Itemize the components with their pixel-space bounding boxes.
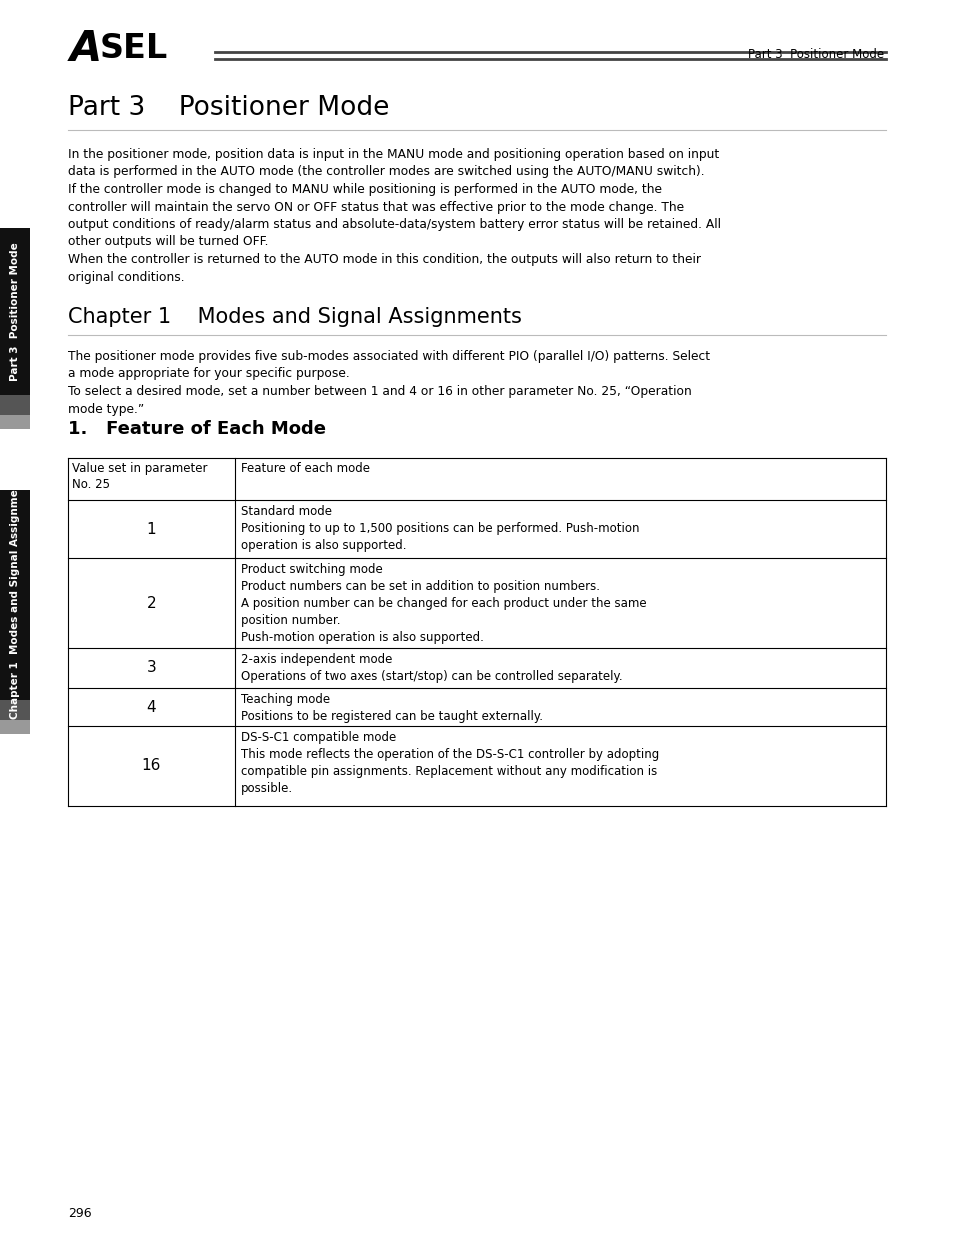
- Text: 2: 2: [147, 595, 156, 610]
- Text: The positioner mode provides five sub-modes associated with different PIO (paral: The positioner mode provides five sub-mo…: [68, 350, 709, 380]
- Text: 4: 4: [147, 699, 156, 715]
- Bar: [0, 395, 30, 415]
- Text: DS-S-C1 compatible mode
This mode reflects the operation of the DS-S-C1 controll: DS-S-C1 compatible mode This mode reflec…: [241, 731, 659, 795]
- Text: 3: 3: [147, 661, 156, 676]
- Text: 16: 16: [142, 758, 161, 773]
- Text: 1.   Feature of Each Mode: 1. Feature of Each Mode: [68, 420, 326, 438]
- Bar: [0, 415, 30, 429]
- Text: 1: 1: [147, 521, 156, 536]
- Text: In the positioner mode, position data is input in the MANU mode and positioning : In the positioner mode, position data is…: [68, 148, 720, 284]
- Text: Part 3  Positioner Mode: Part 3 Positioner Mode: [747, 48, 883, 62]
- Text: Standard mode
Positioning to up to 1,500 positions can be performed. Push-motion: Standard mode Positioning to up to 1,500…: [241, 505, 639, 552]
- Bar: [0, 720, 30, 734]
- Text: SEL: SEL: [100, 32, 168, 65]
- Text: Chapter 1  Modes and Signal Assignments: Chapter 1 Modes and Signal Assignments: [10, 471, 20, 719]
- Text: Part 3  Positioner Mode: Part 3 Positioner Mode: [10, 242, 20, 380]
- Bar: [0, 490, 30, 700]
- Text: 296: 296: [68, 1207, 91, 1220]
- Text: Chapter 1    Modes and Signal Assignments: Chapter 1 Modes and Signal Assignments: [68, 308, 521, 327]
- Text: To select a desired mode, set a number between 1 and 4 or 16 in other parameter : To select a desired mode, set a number b…: [68, 385, 691, 415]
- Bar: [0, 700, 30, 720]
- Text: Value set in parameter
No. 25: Value set in parameter No. 25: [71, 462, 208, 492]
- Text: A: A: [70, 28, 102, 70]
- Text: Part 3    Positioner Mode: Part 3 Positioner Mode: [68, 95, 389, 121]
- Text: Teaching mode
Positions to be registered can be taught externally.: Teaching mode Positions to be registered…: [241, 693, 542, 722]
- Text: Feature of each mode: Feature of each mode: [241, 462, 370, 475]
- Text: 2-axis independent mode
Operations of two axes (start/stop) can be controlled se: 2-axis independent mode Operations of tw…: [241, 653, 622, 683]
- Bar: [0, 228, 30, 395]
- Text: Product switching mode
Product numbers can be set in addition to position number: Product switching mode Product numbers c…: [241, 563, 646, 643]
